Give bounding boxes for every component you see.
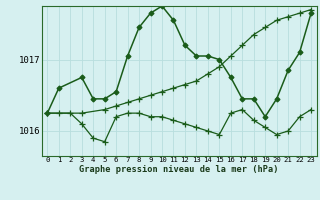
X-axis label: Graphe pression niveau de la mer (hPa): Graphe pression niveau de la mer (hPa) (79, 165, 279, 174)
